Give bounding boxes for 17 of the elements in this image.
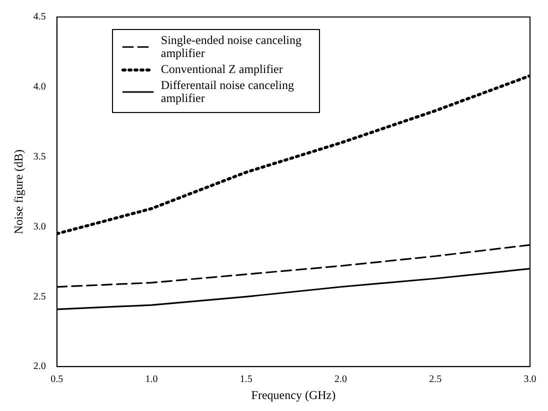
y-tick-label: 2.0 [33, 361, 46, 372]
legend-label: Conventional Z amplifier [160, 62, 284, 76]
y-tick-label: 3.5 [33, 151, 46, 162]
x-tick-label: 3.0 [524, 374, 536, 386]
legend-label: Single-ended noise canceling amplifier [160, 33, 303, 60]
legend-label: Differentail noise canceling amplifier [160, 78, 295, 105]
x-tick-label: 2.5 [429, 374, 442, 386]
y-axis-title: Noise figure (dB) [11, 149, 26, 234]
y-tick-label: 4.0 [33, 82, 46, 93]
x-axis-title: Frequency (GHz) [251, 388, 336, 402]
y-tick-label: 2.5 [33, 291, 46, 302]
y-tick-label: 4.5 [33, 12, 46, 23]
x-tick-label: 1.5 [240, 374, 252, 386]
x-tick-label: 0.5 [50, 374, 64, 386]
x-tick-label: 1.0 [145, 374, 158, 386]
x-tick-label: 2.0 [334, 374, 348, 386]
y-tick-label: 3.0 [33, 221, 46, 232]
